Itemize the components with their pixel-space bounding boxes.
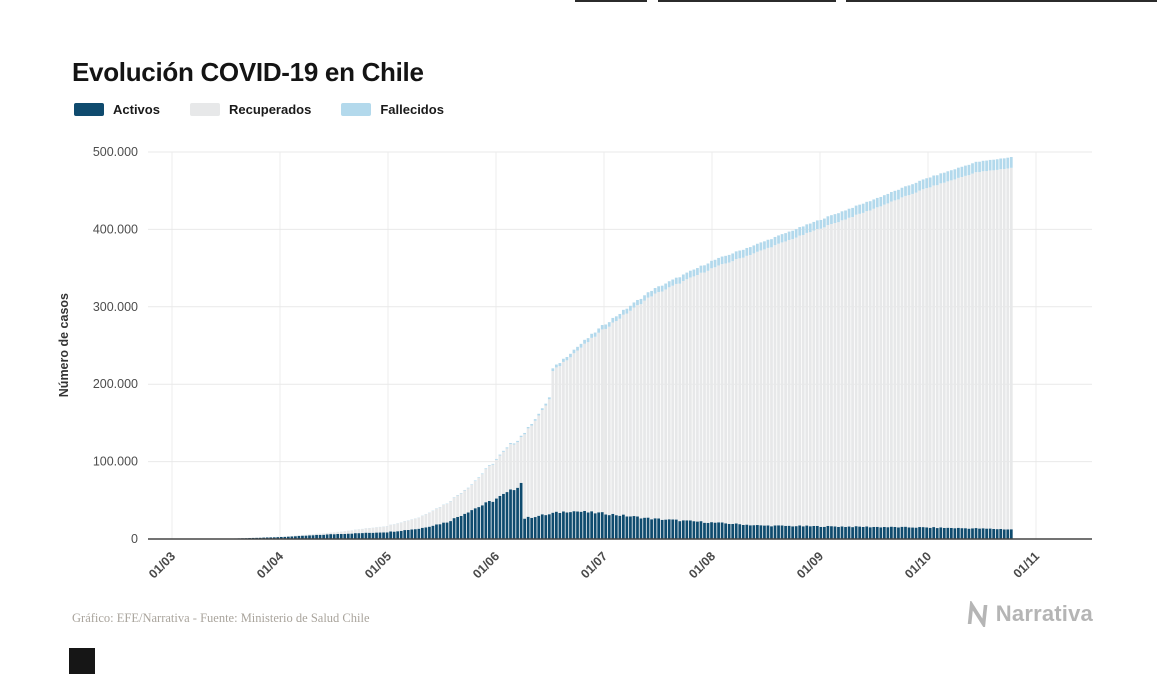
legend-item-recuperados: Recuperados bbox=[189, 102, 312, 117]
chart-legend: Activos Recuperados Fallecidos bbox=[74, 102, 444, 117]
svg-text:01/10: 01/10 bbox=[902, 549, 934, 581]
svg-text:500.000: 500.000 bbox=[93, 145, 138, 159]
chart-area: 01/03 01/04 01/05 01/06 01/07 01/08 01/09 01/10… bbox=[93, 142, 1130, 612]
activos-swatch-icon bbox=[74, 103, 104, 116]
screen-edge-artifact bbox=[575, 0, 647, 2]
svg-text:01/07: 01/07 bbox=[578, 549, 610, 581]
screen-edge-artifact bbox=[846, 0, 1157, 2]
narrativa-n-icon bbox=[967, 601, 988, 627]
screen-edge-artifact bbox=[658, 0, 836, 2]
svg-text:0: 0 bbox=[131, 532, 138, 546]
narrativa-wordmark: Narrativa bbox=[995, 601, 1093, 626]
svg-text:100.000: 100.000 bbox=[93, 455, 138, 469]
legend-item-fallecidos: Fallecidos bbox=[341, 102, 444, 117]
svg-text:01/04: 01/04 bbox=[254, 549, 286, 581]
svg-text:01/11: 01/11 bbox=[1011, 549, 1043, 581]
legend-label-activos: Activos bbox=[113, 102, 160, 117]
legend-item-activos: Activos bbox=[74, 102, 160, 117]
svg-text:01/03: 01/03 bbox=[146, 549, 178, 581]
y-axis-title-wrap: Número de casos bbox=[54, 150, 74, 540]
svg-text:01/05: 01/05 bbox=[362, 549, 394, 581]
screen-corner-artifact bbox=[69, 648, 95, 674]
svg-text:01/06: 01/06 bbox=[470, 549, 502, 581]
recuperados-swatch-icon bbox=[189, 103, 220, 116]
svg-text:01/09: 01/09 bbox=[794, 549, 826, 581]
page-title: Evolución COVID-19 en Chile bbox=[72, 57, 424, 88]
fallecidos-swatch-icon bbox=[341, 103, 372, 116]
narrativa-logo: Narrativa bbox=[967, 601, 1093, 627]
svg-text:200.000: 200.000 bbox=[93, 377, 138, 391]
source-note: Gráfico: EFE/Narrativa - Fuente: Ministe… bbox=[72, 611, 370, 625]
svg-text:400.000: 400.000 bbox=[93, 222, 138, 236]
legend-label-fallecidos: Fallecidos bbox=[380, 102, 444, 117]
legend-label-recuperados: Recuperados bbox=[228, 102, 312, 117]
svg-text:01/08: 01/08 bbox=[686, 549, 718, 581]
y-axis-title: Número de casos bbox=[57, 292, 71, 398]
chart-svg: 01/03 01/04 01/05 01/06 01/07 01/08 01/09 01/10… bbox=[93, 145, 1092, 581]
svg-text:300.000: 300.000 bbox=[93, 300, 138, 314]
